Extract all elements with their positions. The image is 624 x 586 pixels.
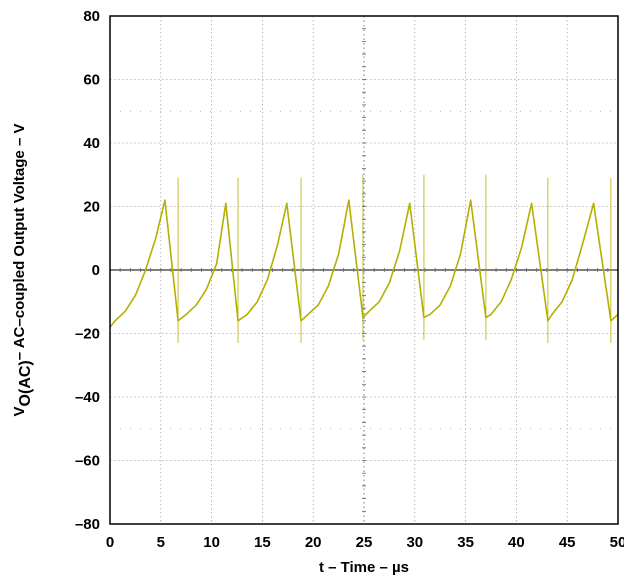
y-axis-title-rest: – AC–coupled Output Voltage – V (11, 124, 28, 361)
x-tick-label: 0 (106, 534, 114, 551)
x-tick-label: 35 (457, 534, 474, 551)
y-axis-title-subscript: O(AC) (17, 360, 34, 406)
y-tick-label: –60 (75, 453, 100, 470)
grid (110, 16, 618, 524)
x-tick-label: 40 (508, 534, 525, 551)
y-tick-labels: 80 60 40 20 0 –20 –40 –60 –80 (75, 8, 100, 533)
y-tick-label: –20 (75, 326, 100, 343)
y-tick-label: 0 (92, 262, 100, 279)
x-tick-label: 45 (559, 534, 576, 551)
x-tick-label: 20 (305, 534, 322, 551)
plot-frame (109, 15, 619, 525)
x-tick-labels: 0 5 10 15 20 25 30 35 40 45 50 (106, 534, 624, 551)
x-axis-title: t – Time – µs (319, 559, 409, 576)
y-tick-label: –40 (75, 389, 100, 406)
y-tick-label: 40 (83, 135, 100, 152)
y-axis-title: VO(AC)– AC–coupled Output Voltage – V (11, 124, 34, 417)
series-layer (109, 174, 619, 344)
y-axis-title-prefix: V (11, 406, 28, 416)
y-tick-label: –80 (75, 516, 100, 533)
x-tick-label: 15 (254, 534, 271, 551)
y-tick-label: 20 (83, 199, 100, 216)
x-tick-label: 10 (203, 534, 220, 551)
x-tick-label: 50 (610, 534, 624, 551)
x-tick-label: 25 (356, 534, 373, 551)
x-tick-label: 5 (157, 534, 165, 551)
y-tick-label: 80 (83, 8, 100, 25)
x-tick-label: 30 (406, 534, 423, 551)
y-tick-label: 60 (83, 72, 100, 89)
